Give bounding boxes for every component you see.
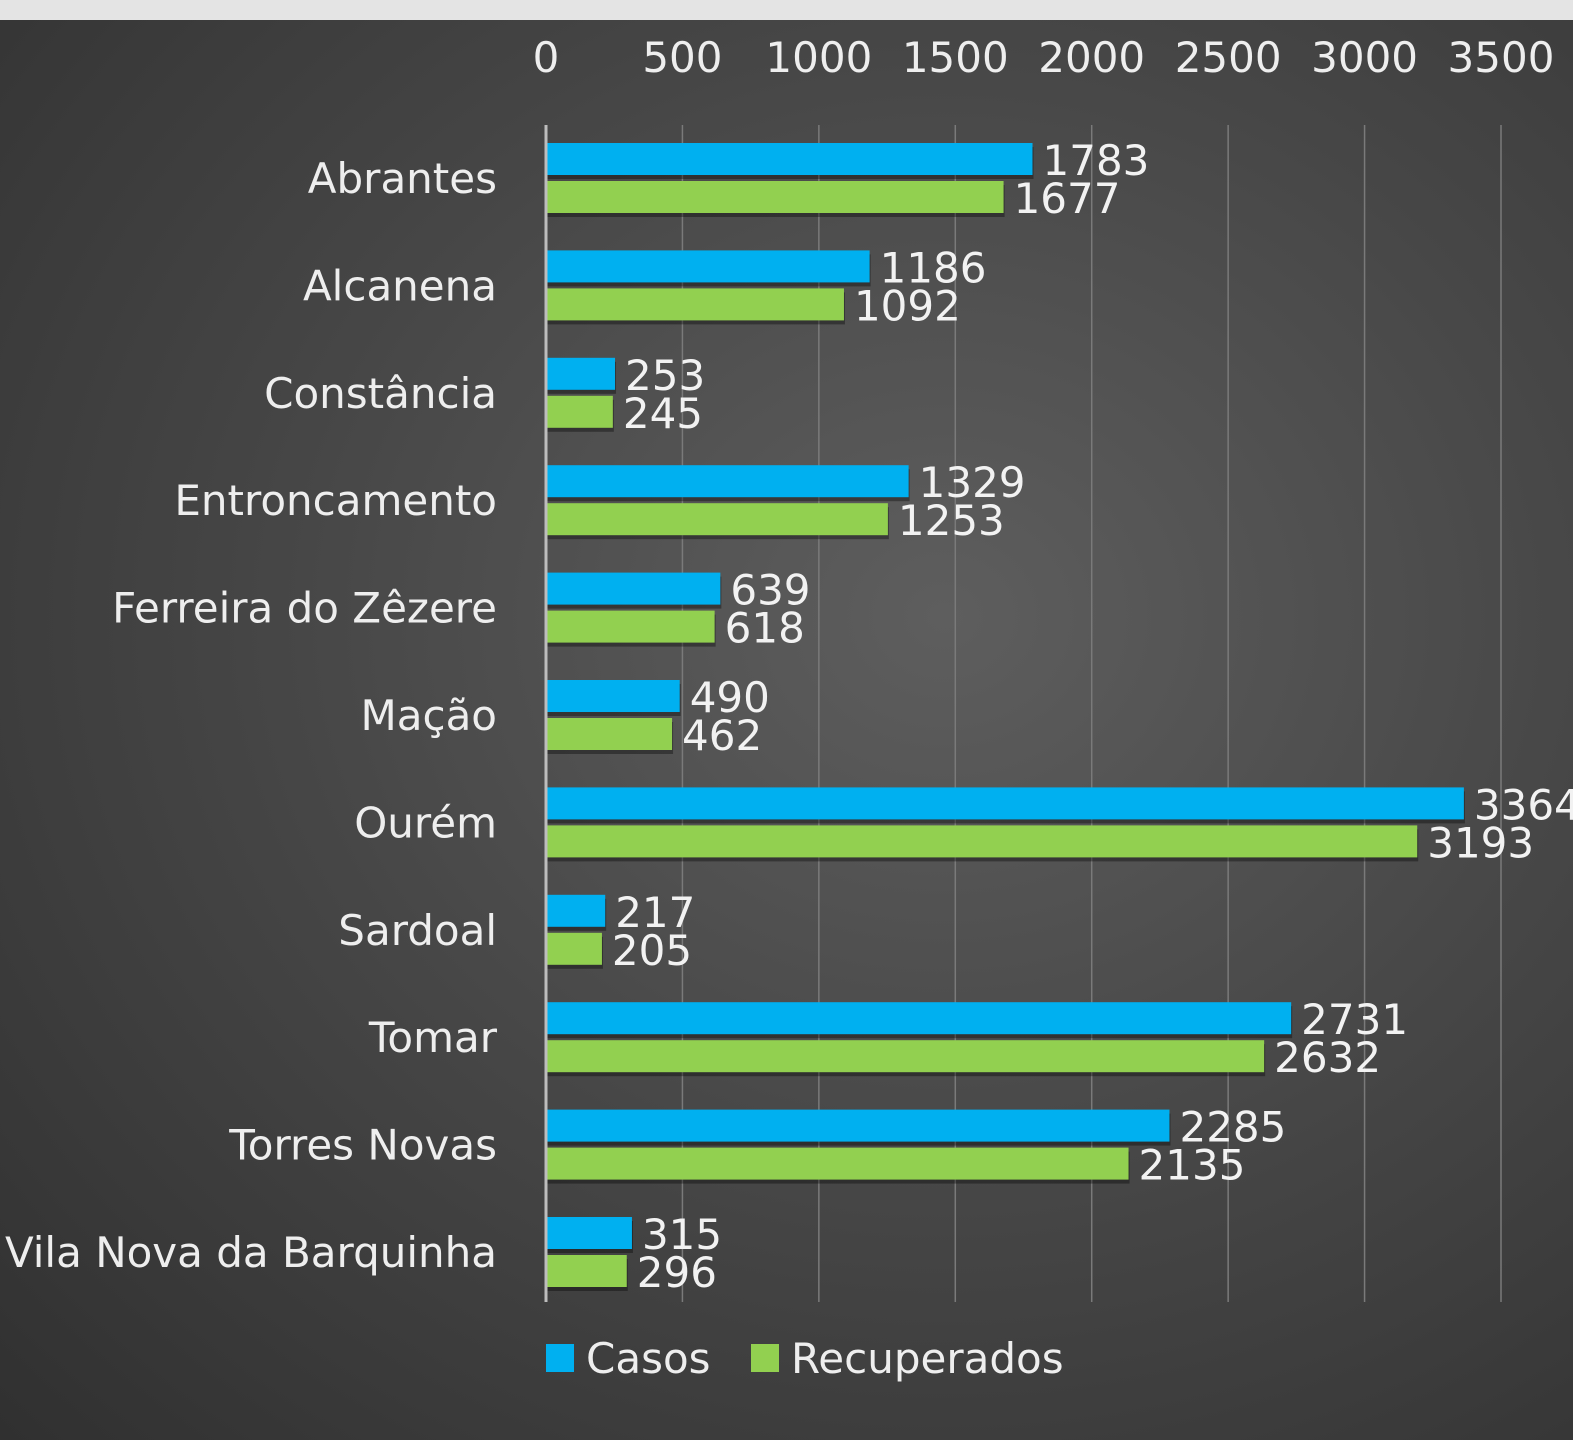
bar-casos — [546, 1217, 632, 1249]
data-label-recuperados: 296 — [637, 1248, 717, 1297]
bar-recuperados — [546, 1147, 1129, 1180]
legend-swatch-casos — [546, 1344, 574, 1372]
x-axis-ticks: 0 500 1000 1500 2000 2500 3000 3500 — [533, 33, 1555, 82]
bar-recuperados — [546, 288, 844, 321]
x-tick-label: 3000 — [1311, 33, 1418, 82]
data-label-casos: 490 — [690, 673, 770, 722]
data-label-recuperados: 462 — [682, 711, 762, 760]
bar-casos — [546, 143, 1033, 175]
data-label-casos: 639 — [730, 566, 810, 615]
data-label-casos: 253 — [625, 351, 705, 400]
data-label-casos: 3364 — [1474, 780, 1573, 829]
data-label-recuperados: 2632 — [1274, 1033, 1381, 1082]
bar-recuperados — [546, 181, 1004, 213]
data-label-recuperados: 3193 — [1427, 818, 1534, 867]
category-label: Constância — [264, 369, 497, 418]
category-label: Ferreira do Zêzere — [112, 584, 497, 633]
bar-casos — [546, 787, 1464, 820]
category-label: Alcanena — [303, 261, 497, 310]
data-label-casos: 1186 — [880, 243, 987, 292]
category-label: Ourém — [354, 798, 497, 847]
category-label: Mação — [361, 691, 498, 740]
x-tick-label: 1000 — [765, 33, 872, 82]
x-tick-label: 0 — [533, 33, 560, 82]
data-label-recuperados: 245 — [623, 389, 703, 438]
x-tick-label: 1500 — [902, 33, 1009, 82]
bar-recuperados — [546, 395, 613, 428]
bar-recuperados — [546, 503, 888, 536]
bar-recuperados — [546, 825, 1418, 858]
data-label-casos: 1329 — [919, 458, 1026, 507]
data-label-recuperados: 1253 — [898, 496, 1005, 545]
data-label-recuperados: 618 — [725, 604, 805, 653]
data-label-casos: 217 — [615, 888, 695, 937]
legend-label-casos: Casos — [586, 1334, 711, 1383]
bar-recuperados — [546, 610, 715, 643]
data-label-recuperados: 1092 — [854, 281, 961, 330]
legend-label-recuperados: Recuperados — [791, 1334, 1064, 1383]
bar-casos — [546, 465, 909, 498]
category-label: Entroncamento — [174, 476, 497, 525]
bar-casos — [546, 1002, 1292, 1035]
bar-casos — [546, 357, 616, 390]
data-label-casos: 2731 — [1301, 995, 1408, 1044]
bar-recuperados — [546, 718, 673, 750]
bar-casos — [546, 572, 721, 605]
x-tick-label: 2500 — [1175, 33, 1282, 82]
bar-casos — [546, 680, 680, 712]
category-label: Tomar — [368, 1013, 498, 1062]
data-label-recuperados: 2135 — [1139, 1141, 1246, 1190]
x-tick-label: 2000 — [1038, 33, 1145, 82]
data-label-casos: 2285 — [1179, 1103, 1286, 1152]
data-label-casos: 1783 — [1043, 136, 1150, 185]
gridlines — [681, 125, 1502, 1302]
data-label-recuperados: 205 — [612, 926, 692, 975]
category-label: Abrantes — [308, 154, 497, 203]
x-tick-label: 3500 — [1448, 33, 1555, 82]
data-label-casos: 315 — [642, 1210, 722, 1259]
category-label: Sardoal — [338, 906, 497, 955]
category-label: Torres Novas — [228, 1121, 497, 1170]
data-label-recuperados: 1677 — [1014, 174, 1121, 223]
bar-recuperados — [546, 1040, 1265, 1073]
category-labels: Abrantes Alcanena Constância Entroncamento F… — [5, 154, 498, 1277]
x-tick-label: 500 — [642, 33, 722, 82]
legend-swatch-recuperados — [751, 1344, 779, 1372]
bar-recuperados — [546, 1255, 627, 1287]
bar-recuperados — [546, 932, 602, 965]
bar-casos — [546, 1109, 1170, 1142]
bar-casos — [546, 894, 606, 927]
bars — [546, 143, 1465, 1291]
legend: Casos Recuperados — [546, 1334, 1064, 1383]
category-label: Vila Nova da Barquinha — [5, 1228, 497, 1277]
bar-casos — [546, 250, 870, 283]
